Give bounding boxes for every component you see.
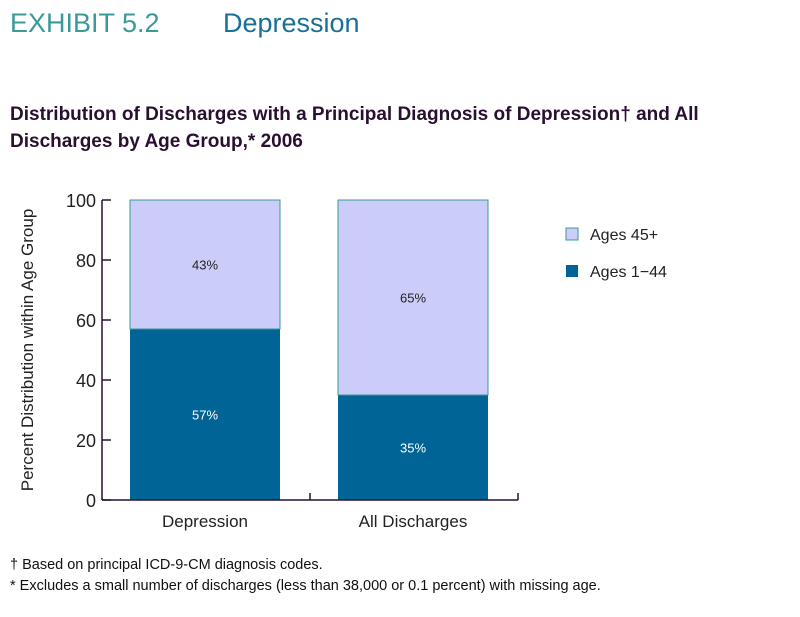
exhibit-topic: Depression bbox=[223, 8, 360, 38]
legend-swatch bbox=[565, 227, 579, 241]
exhibit-number: EXHIBIT 5.2 bbox=[10, 8, 160, 38]
footnote-dagger: † Based on principal ICD-9-CM diagnosis … bbox=[10, 557, 323, 573]
bar-segment bbox=[338, 395, 488, 500]
legend-swatch bbox=[566, 265, 578, 277]
y-tick-label: 60 bbox=[76, 311, 96, 331]
y-axis-label: Percent Distribution within Age Group bbox=[18, 209, 37, 492]
legend-label: Ages 45+ bbox=[590, 227, 658, 244]
legend-label: Ages 1−44 bbox=[590, 264, 667, 281]
y-tick-label: 20 bbox=[76, 431, 96, 451]
y-tick-label: 100 bbox=[66, 191, 96, 211]
y-tick-label: 40 bbox=[76, 371, 96, 391]
chart-title: Distribution of Discharges with a Princi… bbox=[10, 104, 699, 152]
y-tick-label: 80 bbox=[76, 251, 96, 271]
data-label: 43% bbox=[192, 258, 218, 273]
data-label: 57% bbox=[192, 408, 218, 423]
y-tick-label: 0 bbox=[86, 491, 96, 511]
bar-segment bbox=[337, 199, 489, 396]
data-label: 65% bbox=[400, 291, 426, 306]
bar-segment bbox=[129, 199, 281, 330]
x-tick-label: Depression bbox=[162, 512, 248, 531]
bar-segment bbox=[130, 329, 280, 500]
footnote-asterisk: * Excludes a small number of discharges … bbox=[10, 578, 601, 594]
x-tick-label: All Discharges bbox=[359, 512, 468, 531]
data-label: 35% bbox=[400, 441, 426, 456]
